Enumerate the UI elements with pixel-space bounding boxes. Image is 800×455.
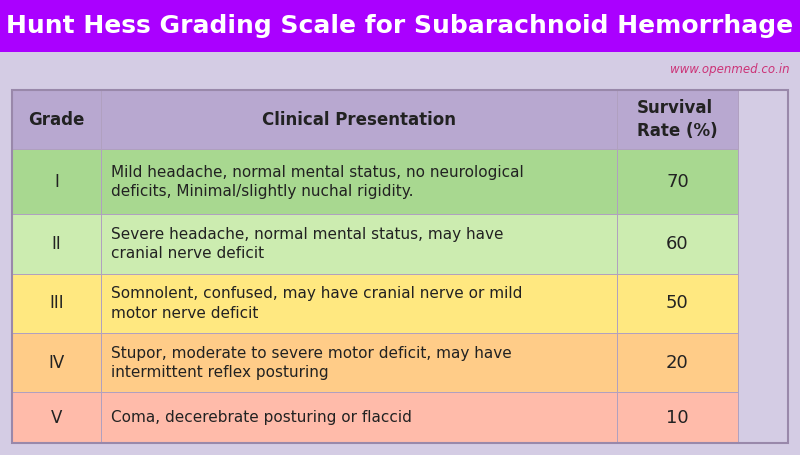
- Bar: [618, 274, 738, 333]
- Bar: [618, 333, 738, 393]
- Text: Coma, decerebrate posturing or flaccid: Coma, decerebrate posturing or flaccid: [111, 410, 412, 425]
- Text: Severe headache, normal mental status, may have
cranial nerve deficit: Severe headache, normal mental status, m…: [111, 227, 504, 261]
- Bar: [12, 333, 102, 393]
- Bar: [12, 90, 788, 443]
- Text: V: V: [51, 409, 62, 427]
- Bar: [12, 149, 102, 214]
- Text: Mild headache, normal mental status, no neurological
deficits, Minimal/slightly : Mild headache, normal mental status, no …: [111, 165, 524, 199]
- Bar: [102, 393, 618, 443]
- Bar: [618, 214, 738, 274]
- Text: II: II: [52, 235, 62, 253]
- Bar: [102, 90, 618, 149]
- Bar: [12, 90, 102, 149]
- Text: III: III: [50, 294, 64, 313]
- Text: Grade: Grade: [29, 111, 85, 129]
- Bar: [618, 393, 738, 443]
- Text: 10: 10: [666, 409, 689, 427]
- Text: Stupor, moderate to severe motor deficit, may have
intermittent reflex posturing: Stupor, moderate to severe motor deficit…: [111, 346, 512, 380]
- Text: I: I: [54, 173, 59, 191]
- Bar: [102, 149, 618, 214]
- Text: Clinical Presentation: Clinical Presentation: [262, 111, 456, 129]
- Bar: [12, 214, 102, 274]
- Bar: [618, 90, 738, 149]
- Bar: [618, 149, 738, 214]
- Text: www.openmed.co.in: www.openmed.co.in: [670, 64, 790, 76]
- Text: 20: 20: [666, 354, 689, 372]
- Text: Hunt Hess Grading Scale for Subarachnoid Hemorrhage: Hunt Hess Grading Scale for Subarachnoid…: [6, 14, 794, 38]
- Text: IV: IV: [49, 354, 65, 372]
- Text: 60: 60: [666, 235, 689, 253]
- Bar: [12, 393, 102, 443]
- Text: 70: 70: [666, 173, 689, 191]
- Text: Somnolent, confused, may have cranial nerve or mild
motor nerve deficit: Somnolent, confused, may have cranial ne…: [111, 286, 522, 320]
- Text: 50: 50: [666, 294, 689, 313]
- Bar: [12, 274, 102, 333]
- Bar: [102, 214, 618, 274]
- Bar: [102, 333, 618, 393]
- Bar: [102, 274, 618, 333]
- Text: Survival
Rate (%): Survival Rate (%): [637, 99, 718, 140]
- Bar: [0, 0, 800, 52]
